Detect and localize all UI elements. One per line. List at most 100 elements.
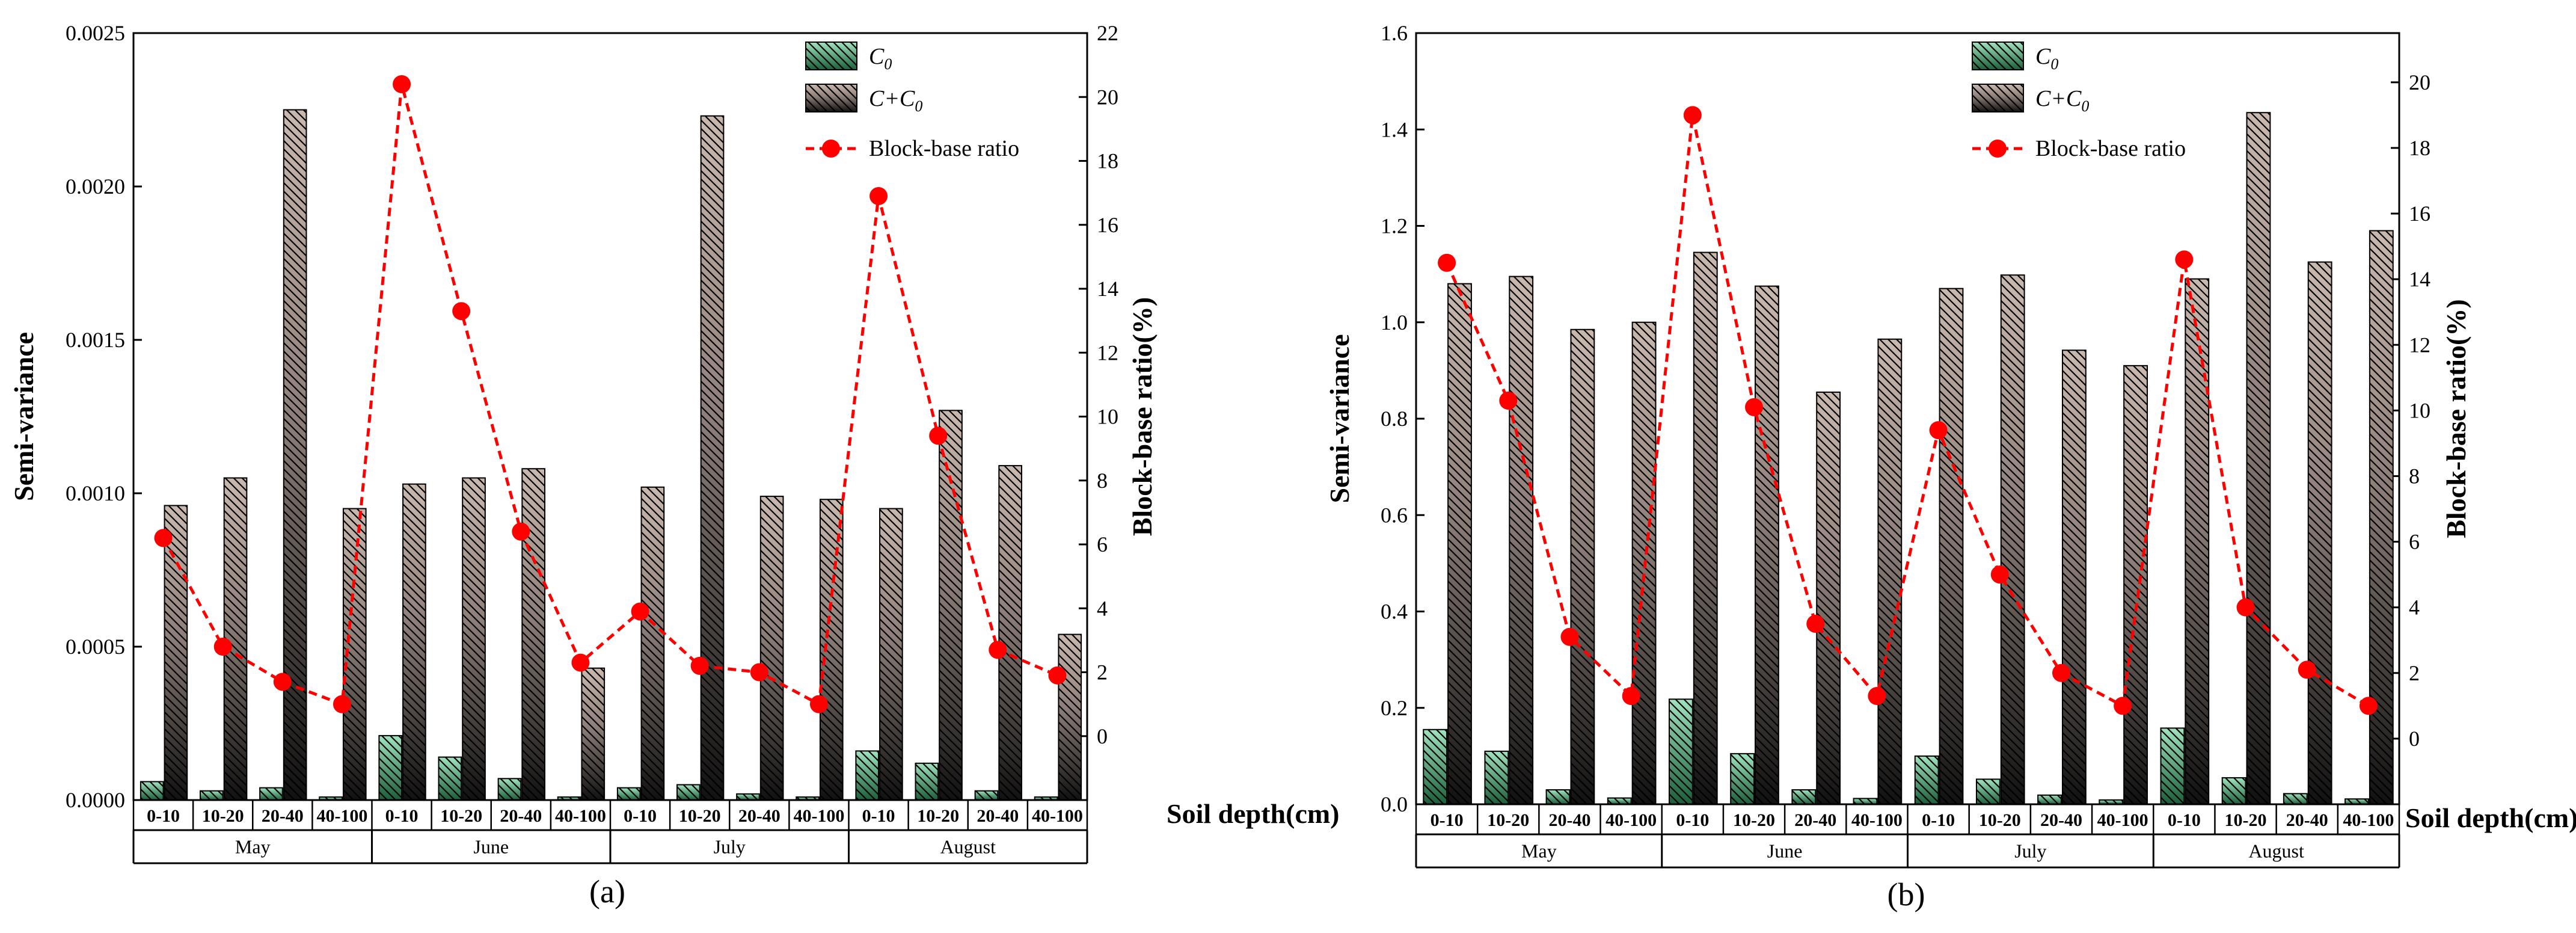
bar-c-plus-c0-hatch	[2307, 261, 2332, 805]
bar-c-plus-c0-hatch	[2185, 278, 2210, 805]
x-axis-title: Soil depth(cm)	[2405, 802, 2576, 833]
bar-c-plus-c0-hatch	[2000, 274, 2025, 805]
y2-tick-label: 16	[2409, 202, 2430, 226]
y2-tick-label: 12	[2409, 333, 2430, 357]
panel-label: (a)	[589, 873, 625, 910]
bar-c0-hatch	[1730, 753, 1755, 805]
legend-swatch-c-plus-c0-hatch	[1972, 84, 2024, 112]
depth-label: 0-10	[624, 806, 657, 826]
bar-c-plus-c0-hatch	[1816, 391, 1841, 805]
ratio-point	[333, 695, 351, 713]
y2-axis-title: Block-base ratio(%)	[1127, 297, 1158, 536]
bar-c0-hatch	[855, 750, 880, 801]
bar-c0-hatch	[1791, 789, 1817, 805]
y-tick-label: 1.6	[1381, 21, 1408, 45]
depth-label: 0-10	[862, 806, 895, 826]
bar-c-plus-c0-hatch	[283, 109, 307, 801]
y-tick-label: 0.0	[1381, 792, 1408, 816]
bar-c0-hatch	[378, 734, 403, 801]
y-tick-label: 0.0005	[66, 635, 125, 659]
y-tick-label: 0.0000	[66, 788, 125, 812]
depth-label: 20-40	[500, 806, 542, 826]
bar-c0-hatch	[1669, 698, 1693, 805]
bar-c0-hatch	[200, 790, 224, 801]
ratio-point	[1622, 686, 1640, 705]
ratio-point	[631, 602, 649, 621]
legend-swatch-c0-hatch	[805, 42, 857, 70]
ratio-point	[989, 641, 1007, 659]
bar-c-plus-c0-hatch	[223, 477, 248, 801]
bar-c-plus-c0-hatch	[1939, 288, 1964, 805]
ratio-point	[1499, 391, 1518, 410]
y2-tick-label: 18	[1097, 149, 1118, 173]
panel-a: 0.0000 0.0005 0.0010 0.0015 0.0020 0.0025 0 2 4 6…	[8, 21, 1340, 910]
legend-label-ratio: Block-base ratio	[2035, 136, 2186, 161]
depth-label: 40-100	[2097, 810, 2148, 830]
y-tick-label: 0.4	[1381, 600, 1408, 624]
bar-c-plus-c0-hatch	[462, 477, 486, 801]
y2-tick-label: 18	[2409, 136, 2430, 160]
bar-c0-hatch	[2160, 727, 2185, 805]
ratio-point	[273, 673, 292, 691]
bar-c0-hatch	[1545, 789, 1571, 805]
depth-label: 0-10	[1676, 810, 1709, 830]
legend-swatch-ratio-point	[1989, 140, 2007, 158]
ratio-point	[1868, 686, 1886, 705]
y-tick-label: 0.0020	[66, 174, 125, 199]
ratio-point	[2236, 598, 2255, 617]
legend-swatch-c-plus-c0-hatch	[805, 84, 857, 112]
bar-c-plus-c0-hatch	[2123, 365, 2148, 805]
bar-c-plus-c0-hatch	[1509, 276, 1534, 805]
bar-c-plus-c0-hatch	[1755, 285, 1779, 805]
y-tick-label: 0.0010	[66, 481, 125, 505]
bar-c0-hatch	[1423, 728, 1448, 805]
depth-label: 10-20	[1733, 810, 1775, 830]
ratio-point	[1683, 106, 1702, 125]
bar-c0-hatch	[2283, 793, 2308, 805]
y2-tick-label: 8	[1097, 469, 1108, 493]
month-label: June	[1767, 840, 1803, 862]
y-tick-label: 0.0025	[66, 21, 125, 45]
depth-label: 20-40	[2286, 810, 2328, 830]
depth-label: 40-100	[555, 806, 606, 826]
bar-c-plus-c0-hatch	[1058, 633, 1082, 801]
bar-c-plus-c0-hatch	[819, 499, 844, 801]
bar-c-plus-c0-hatch	[1877, 338, 1903, 805]
ratio-line	[162, 84, 1058, 707]
y2-tick-label: 20	[1097, 85, 1118, 109]
ratio-point	[2359, 697, 2378, 715]
legend-swatch-c0-hatch	[1972, 42, 2024, 70]
bar-c-plus-c0-hatch	[700, 115, 725, 801]
y2-tick-label: 2	[2409, 661, 2420, 685]
y-axis-title: Semi-variance	[8, 332, 39, 501]
bar-c-plus-c0-hatch	[2369, 230, 2394, 805]
y2-tick-label: 14	[1097, 277, 1118, 301]
depth-label: 10-20	[1487, 810, 1529, 830]
depth-label: 20-40	[2040, 810, 2082, 830]
ratio-point	[213, 638, 232, 656]
y2-tick-label: 4	[1097, 596, 1108, 620]
ratio-point	[1438, 253, 1456, 272]
bar-c-plus-c0-hatch	[939, 410, 963, 801]
y2-tick-label: 6	[1097, 532, 1108, 556]
ratio-point	[750, 663, 768, 682]
ratio-point	[2114, 697, 2132, 715]
bar-c0-hatch	[438, 756, 462, 801]
bar-c0-hatch	[736, 793, 760, 801]
ratio-point	[1048, 666, 1067, 685]
bar-c-plus-c0-hatch	[1693, 251, 1718, 805]
y-tick-label: 0.0015	[66, 328, 125, 352]
y2-tick-label: 14	[2409, 267, 2430, 291]
y2-tick-label: 10	[2409, 398, 2430, 422]
bar-c-plus-c0-hatch	[879, 508, 903, 801]
y2-tick-label: 22	[1097, 21, 1118, 45]
depth-label: 20-40	[1548, 810, 1590, 830]
depth-label: 0-10	[147, 806, 180, 826]
y2-tick-label: 16	[1097, 213, 1118, 237]
depth-label: 40-100	[1605, 810, 1657, 830]
month-label: July	[2014, 840, 2046, 862]
bar-c0-hatch	[1607, 797, 1632, 805]
legend-label-c0: C0	[869, 44, 892, 73]
ratio-line	[1445, 114, 2370, 709]
